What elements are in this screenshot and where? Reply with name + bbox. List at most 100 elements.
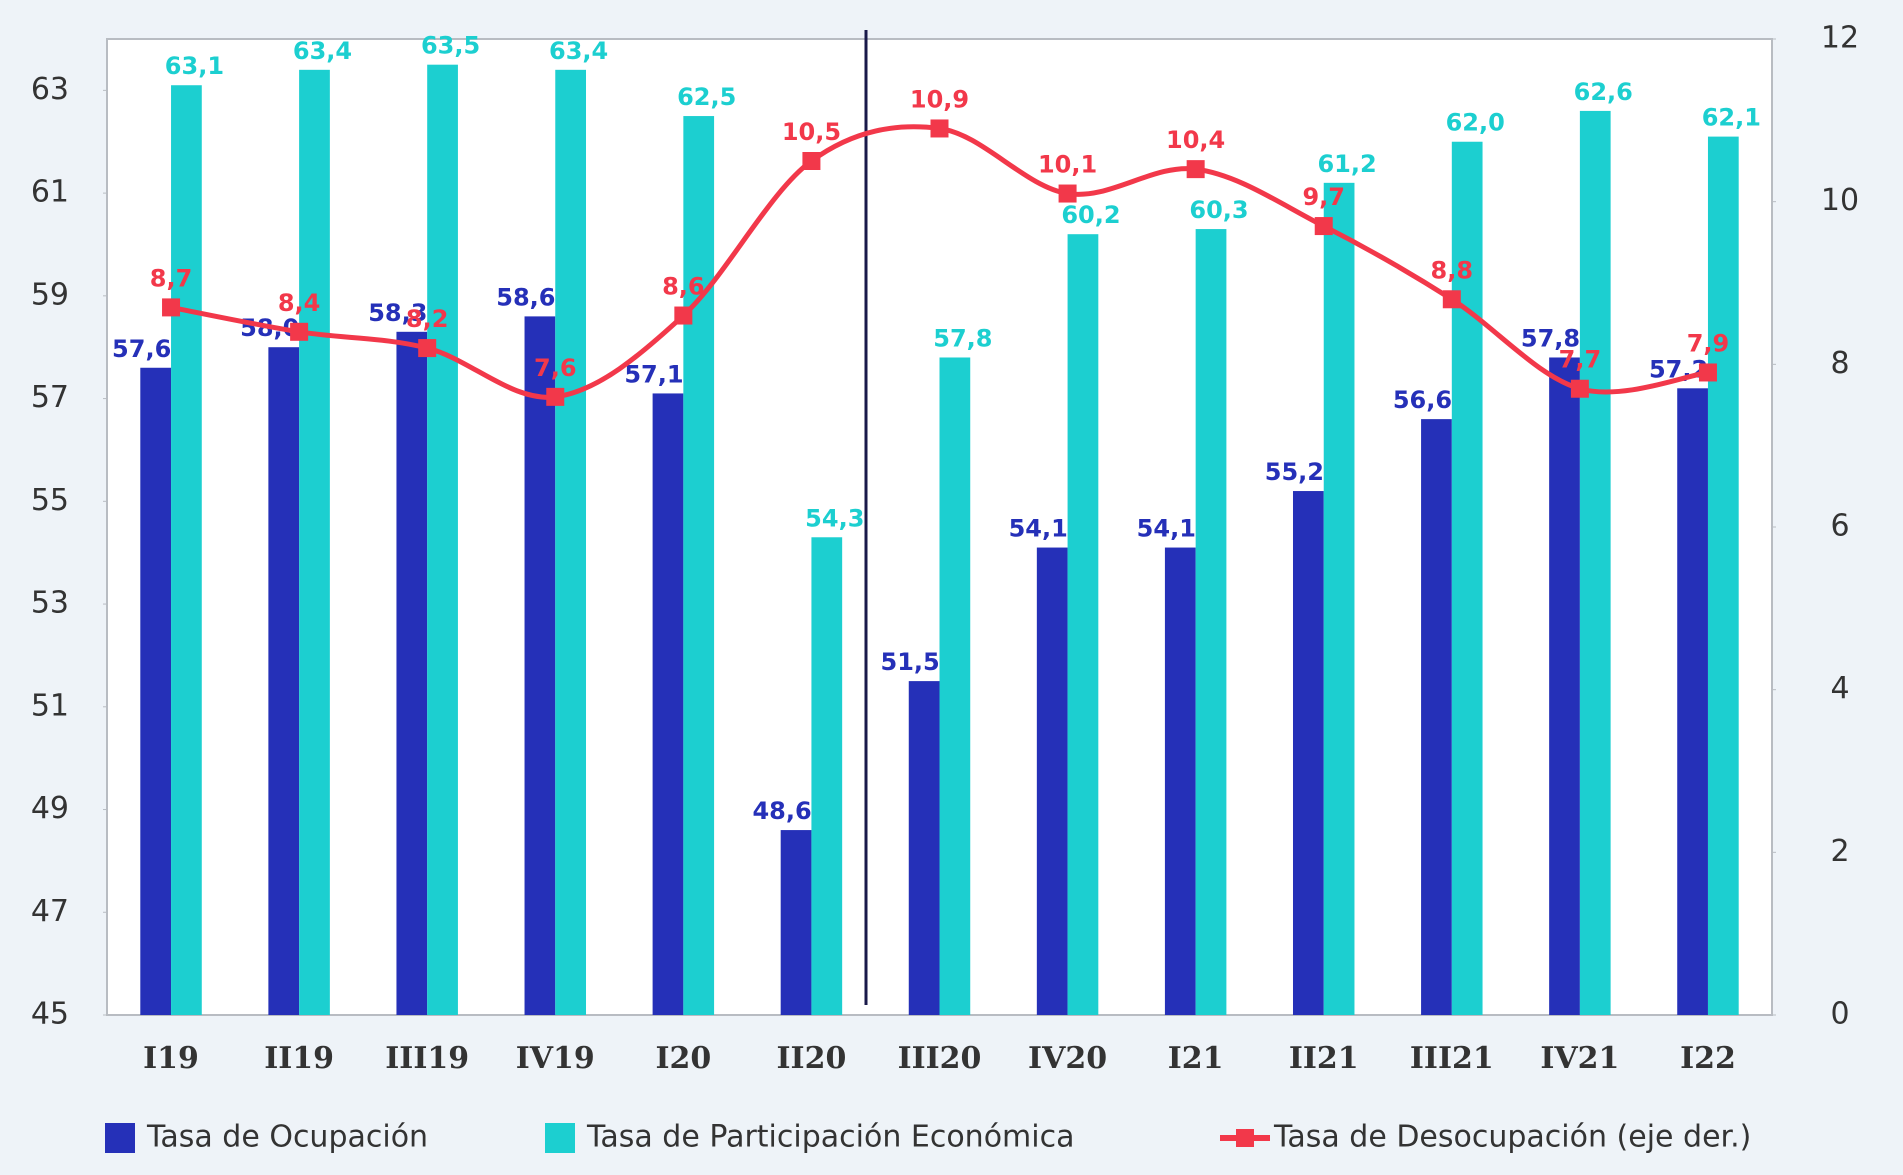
marker	[290, 322, 309, 341]
value-label: 57,8	[1521, 324, 1580, 352]
marker	[546, 387, 565, 406]
value-label: 60,3	[1189, 196, 1248, 224]
value-label: 8,4	[278, 289, 321, 317]
y2-tick-label: 4	[1830, 671, 1849, 706]
value-label: 10,9	[910, 85, 969, 113]
value-label: 57,1	[624, 360, 683, 388]
value-label: 8,7	[150, 264, 193, 292]
bar	[524, 316, 556, 1015]
value-label: 58,3	[368, 299, 427, 327]
x-tick-label: IV21	[1540, 1041, 1619, 1076]
y-tick-label: 49	[31, 791, 69, 826]
y2-tick-label: 12	[1821, 21, 1859, 56]
bar	[1195, 229, 1227, 1015]
value-label: 54,3	[805, 504, 864, 532]
value-label: 10,5	[782, 118, 841, 146]
bar	[683, 116, 715, 1016]
value-label: 60,2	[1061, 201, 1120, 229]
x-tick-label: I22	[1680, 1041, 1736, 1076]
x-tick-label: III21	[1410, 1041, 1494, 1076]
y2-tick-label: 10	[1821, 183, 1859, 218]
value-label: 7,7	[1559, 346, 1602, 374]
value-label: 61,2	[1317, 150, 1376, 178]
marker	[930, 119, 949, 138]
y-tick-label: 51	[31, 688, 69, 723]
x-tick-label: I21	[1168, 1041, 1224, 1076]
value-label: 62,6	[1574, 78, 1633, 106]
x-tick-label: II21	[1289, 1041, 1359, 1076]
y2-tick-label: 8	[1830, 346, 1849, 381]
y-tick-label: 63	[31, 72, 69, 107]
value-label: 62,0	[1446, 109, 1505, 137]
y-tick-label: 45	[31, 997, 69, 1032]
y2-tick-label: 6	[1830, 509, 1849, 544]
value-label: 48,6	[752, 797, 811, 825]
marker	[674, 306, 693, 325]
value-label: 63,4	[549, 37, 608, 65]
y-tick-label: 57	[31, 380, 69, 415]
value-label: 63,5	[421, 32, 480, 60]
bar	[1292, 491, 1324, 1015]
marker	[162, 298, 181, 317]
x-tick-label: III20	[898, 1041, 982, 1076]
bar	[1421, 419, 1452, 1015]
bar	[268, 347, 300, 1015]
y2-tick-label: 2	[1830, 834, 1849, 869]
bar	[1707, 136, 1739, 1016]
legend-swatch	[545, 1123, 575, 1153]
legend-swatch	[1236, 1129, 1254, 1147]
value-label: 9,7	[1302, 183, 1345, 211]
value-label: 63,4	[293, 37, 352, 65]
marker	[1058, 184, 1077, 203]
bar	[427, 64, 458, 1016]
value-label: 57,8	[933, 324, 992, 352]
marker	[1698, 363, 1717, 382]
bar	[1549, 357, 1580, 1015]
value-label: 10,1	[1038, 151, 1097, 179]
legend-label: Tasa de Desocupación (eje der.)	[1273, 1120, 1751, 1155]
x-tick-label: I19	[143, 1041, 199, 1076]
marker	[1570, 379, 1589, 398]
value-label: 10,4	[1166, 126, 1225, 154]
value-label: 56,6	[1393, 386, 1452, 414]
bar	[1036, 547, 1068, 1015]
value-label: 62,5	[677, 83, 736, 111]
x-tick-label: IV19	[516, 1041, 595, 1076]
y-tick-label: 59	[31, 277, 69, 312]
marker	[1314, 217, 1333, 236]
bar	[1067, 234, 1099, 1015]
value-label: 57,6	[112, 335, 171, 363]
value-label: 8,6	[662, 273, 705, 301]
bar	[939, 357, 971, 1015]
marker	[418, 339, 437, 358]
bar	[1579, 110, 1611, 1016]
x-tick-label: II19	[264, 1041, 334, 1076]
legend-label: Tasa de Ocupación	[146, 1120, 428, 1155]
value-label: 51,5	[881, 648, 940, 676]
value-label: 54,1	[1009, 515, 1068, 543]
bar	[652, 393, 684, 1015]
bar	[1164, 547, 1196, 1015]
legend-swatch	[105, 1123, 135, 1153]
marker	[1442, 290, 1461, 309]
value-label: 7,6	[534, 354, 577, 382]
x-tick-label: IV20	[1028, 1041, 1107, 1076]
value-label: 55,2	[1265, 458, 1324, 486]
x-tick-label: I20	[655, 1041, 711, 1076]
bar	[1323, 182, 1355, 1016]
y-tick-label: 53	[31, 586, 69, 621]
bar	[396, 331, 428, 1015]
legend-label: Tasa de Participación Económica	[586, 1120, 1075, 1155]
value-label: 8,2	[406, 305, 449, 333]
value-label: 62,1	[1702, 104, 1761, 132]
y2-tick-label: 0	[1830, 997, 1849, 1032]
y-tick-label: 61	[31, 175, 69, 210]
value-label: 8,8	[1431, 256, 1474, 284]
y-tick-label: 55	[31, 483, 69, 518]
bar	[555, 69, 587, 1016]
bar	[1677, 388, 1708, 1015]
value-label: 7,9	[1687, 329, 1730, 357]
bar	[811, 537, 843, 1015]
value-label: 58,6	[496, 283, 555, 311]
